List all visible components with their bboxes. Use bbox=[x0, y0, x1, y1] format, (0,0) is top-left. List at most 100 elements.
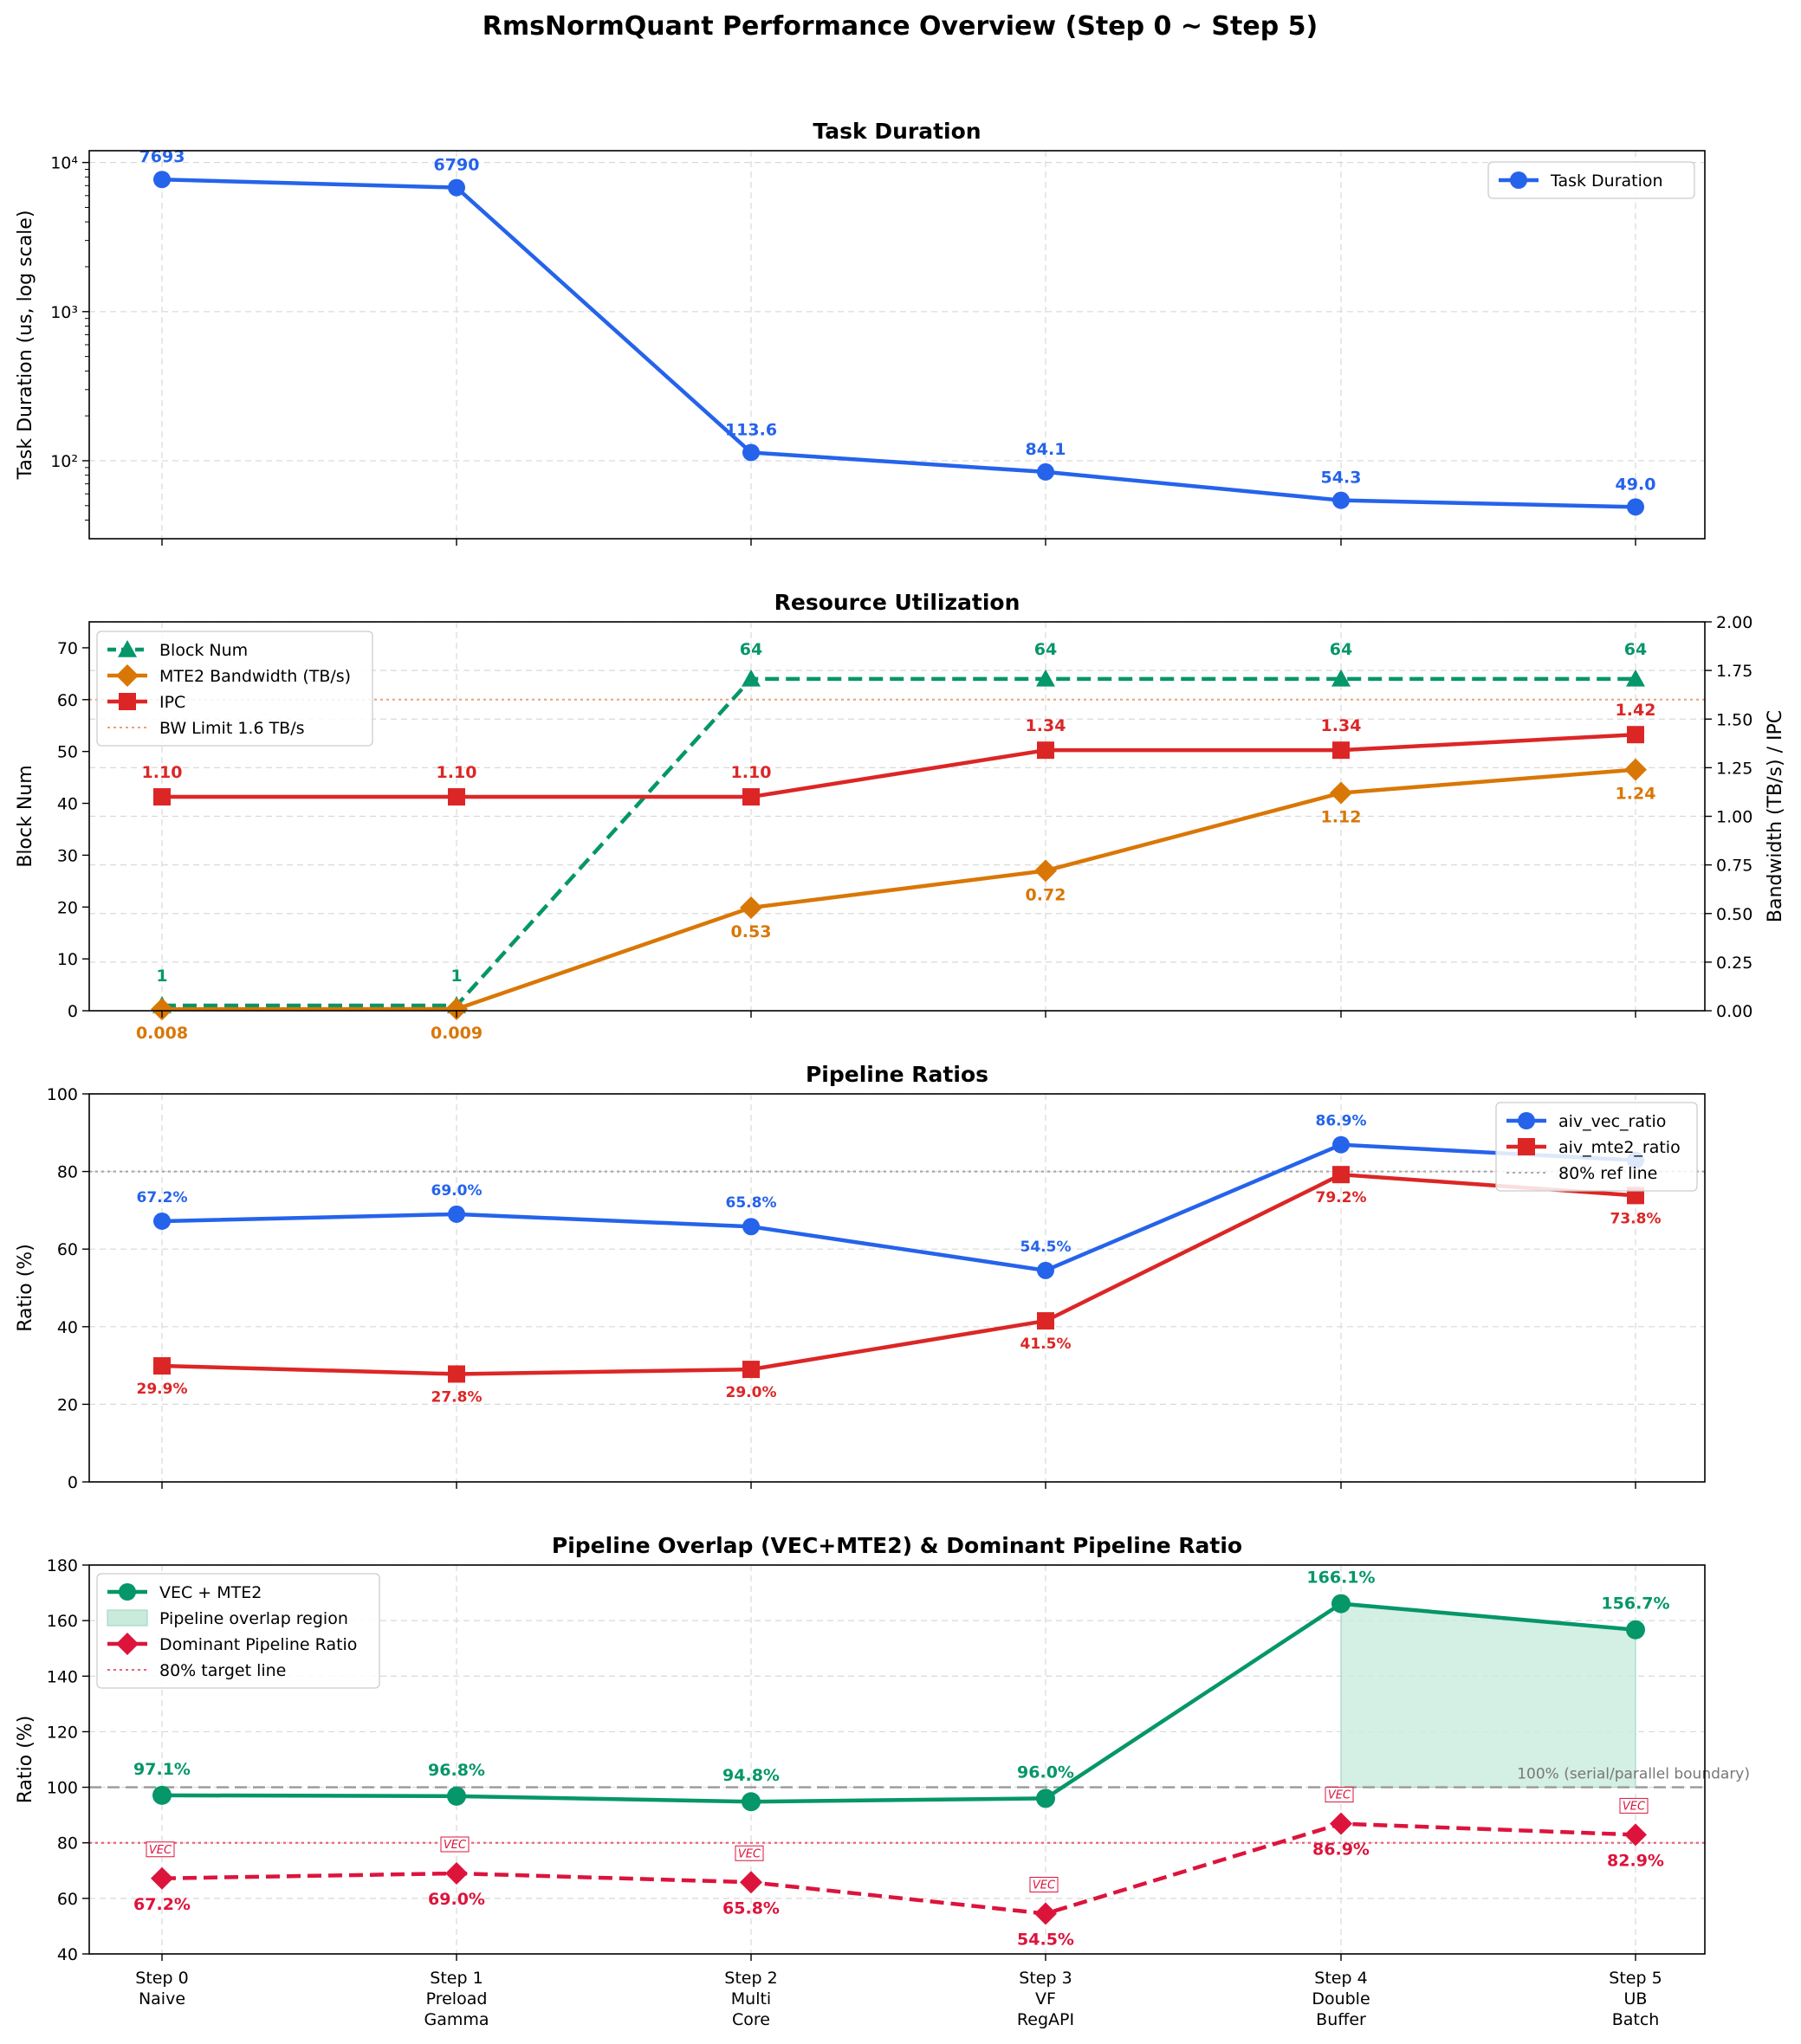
vec-plus-mte2-data-label: 96.0% bbox=[1017, 1763, 1074, 1782]
mte2-bandwidth-data-label: 0.008 bbox=[136, 1024, 188, 1043]
dominant-pipeline-data-label: 67.2% bbox=[133, 1895, 191, 1914]
y-tick-label: 80 bbox=[57, 1834, 78, 1853]
legend-swatch-marker bbox=[1518, 1138, 1535, 1155]
x-tick-label: Multi bbox=[731, 1989, 771, 2008]
chart-pipeline-overlap: 100% (serial/parallel boundary) 97.1% 96.8… bbox=[15, 1533, 1750, 2029]
task-duration-data-label: 113.6 bbox=[725, 420, 777, 439]
dominant-pipeline-data-label: 86.9% bbox=[1312, 1840, 1370, 1860]
vec-plus-mte2-data-label: 97.1% bbox=[133, 1760, 191, 1779]
y2-tick-label: 0.25 bbox=[1716, 954, 1752, 973]
dominant-pipeline-point bbox=[740, 1871, 762, 1894]
pipeline-tag-box bbox=[735, 1845, 764, 1861]
aiv-vec-ratio-data-label: 65.8% bbox=[726, 1194, 777, 1212]
aiv-vec-ratio-point bbox=[742, 1218, 760, 1236]
x-tick-label: Step 5 bbox=[1609, 1969, 1662, 1988]
y-tick-label: 10² bbox=[50, 452, 78, 471]
mte2-bandwidth-point bbox=[1624, 758, 1647, 781]
task-duration-point bbox=[1037, 462, 1054, 481]
block-num-point bbox=[1036, 669, 1055, 687]
pipeline-tag-label: VEC bbox=[1328, 1789, 1351, 1802]
ipc-data-label: 1.34 bbox=[1321, 716, 1362, 735]
y2-axis-label: Bandwidth (TB/s) / IPC bbox=[1765, 710, 1786, 922]
y-tick-label: 40 bbox=[57, 1318, 78, 1337]
chart-pipeline-ratios: 67.2% 69.0% 65.8% 54.5% 86.9% 29.9% 27.8% 29.0%… bbox=[15, 1062, 1706, 1492]
y-tick-label: 100 bbox=[47, 1779, 78, 1798]
y-tick-label: 30 bbox=[57, 846, 78, 865]
dominant-pipeline-data-label: 82.9% bbox=[1607, 1851, 1664, 1870]
pipeline-tag-box bbox=[1619, 1797, 1649, 1814]
legend-label: Pipeline overlap region bbox=[159, 1609, 348, 1628]
x-tick-label: Batch bbox=[1612, 2010, 1660, 2029]
x-tick-label: Gamma bbox=[424, 2010, 489, 2029]
y-tick-label: 100 bbox=[47, 1085, 78, 1104]
aiv-vec-ratio-point bbox=[153, 1212, 171, 1230]
y-tick-label: 60 bbox=[57, 1240, 78, 1259]
pipeline-tag-label: VEC bbox=[1033, 1879, 1056, 1892]
legend-label: 80% ref line bbox=[1558, 1164, 1657, 1183]
ipc-data-label: 1.10 bbox=[142, 763, 183, 782]
legend-label: aiv_vec_ratio bbox=[1558, 1112, 1666, 1131]
pipeline-overlap-region bbox=[1340, 1603, 1636, 1788]
y2-tick-label: 1.75 bbox=[1716, 662, 1752, 681]
vec-plus-mte2-data-label: 94.8% bbox=[722, 1766, 780, 1785]
legend-label: BW Limit 1.6 TB/s bbox=[159, 719, 305, 738]
ipc-data-label: 1.34 bbox=[1026, 716, 1066, 735]
y-tick-label: 40 bbox=[57, 795, 78, 814]
aiv-mte2-ratio-data-label: 73.8% bbox=[1610, 1210, 1662, 1227]
y-tick-label: 120 bbox=[47, 1723, 78, 1742]
plot-frame bbox=[88, 1093, 1706, 1483]
ipc-point bbox=[153, 788, 171, 806]
series-line-block-num bbox=[162, 676, 1636, 1008]
block-num-data-label: 64 bbox=[1624, 640, 1647, 659]
mte2-bandwidth-point bbox=[1330, 781, 1352, 805]
block-num-data-label: 64 bbox=[740, 640, 762, 659]
series-line-mte2-bandwidth bbox=[161, 767, 1636, 1012]
legend-label: VEC + MTE2 bbox=[159, 1583, 262, 1602]
aiv-vec-ratio-data-label: 67.2% bbox=[137, 1189, 188, 1206]
y-tick-label: 10 bbox=[57, 950, 78, 969]
x-tick-label: Naive bbox=[139, 1989, 185, 2008]
vec-plus-mte2-point bbox=[1626, 1620, 1645, 1640]
legend-swatch-marker bbox=[116, 664, 139, 687]
vec-plus-mte2-data-label: 156.7% bbox=[1601, 1594, 1669, 1614]
x-tick-label: Core bbox=[732, 2010, 770, 2029]
mte2-bandwidth-point bbox=[151, 998, 173, 1021]
ipc-point bbox=[1627, 726, 1644, 744]
y2-tick-label: 2.00 bbox=[1716, 613, 1752, 632]
figure-title: RmsNormQuant Performance Overview (Step … bbox=[483, 11, 1318, 42]
y-tick-label: 0 bbox=[68, 1002, 78, 1021]
x-tick-label: VF bbox=[1035, 1989, 1056, 2008]
x-tick-label: Double bbox=[1312, 1989, 1370, 2008]
plots-area: 7693 6790 113.6 84.1 54.3 49.0 Task Duration Ta… bbox=[15, 119, 1786, 2029]
task-duration-point bbox=[153, 171, 171, 189]
pipeline-tag-box bbox=[440, 1836, 470, 1853]
mte2-bandwidth-data-label: 0.009 bbox=[431, 1024, 483, 1043]
boundary-line-label: 100% (serial/parallel boundary) bbox=[1517, 1766, 1750, 1783]
vec-plus-mte2-point bbox=[152, 1785, 172, 1805]
vec-plus-mte2-point bbox=[1331, 1594, 1351, 1614]
y-tick-label: 40 bbox=[57, 1945, 78, 1964]
vec-plus-mte2-data-label: 166.1% bbox=[1306, 1569, 1375, 1588]
y-tick-label: 80 bbox=[57, 1163, 78, 1182]
legend-swatch-marker bbox=[119, 693, 136, 710]
x-tick-label: Preload bbox=[426, 1989, 488, 2008]
block-num-data-label: 1 bbox=[450, 967, 462, 986]
legend-swatch-marker bbox=[119, 1583, 136, 1601]
mte2-bandwidth-data-label: 0.53 bbox=[731, 922, 772, 941]
y-tick-label: 180 bbox=[47, 1556, 78, 1575]
legend-frame bbox=[96, 631, 373, 747]
task-duration-point bbox=[742, 443, 760, 462]
mte2-bandwidth-data-label: 1.24 bbox=[1616, 785, 1656, 804]
aiv-mte2-ratio-point bbox=[1037, 1312, 1054, 1330]
pipeline-tag-label: VEC bbox=[738, 1847, 761, 1860]
y-axis-label: Ratio (%) bbox=[15, 1716, 36, 1804]
aiv-mte2-ratio-data-label: 27.8% bbox=[431, 1388, 483, 1406]
chart-resource-utilization: 1 1 64 64 64 64 0.008 0.009 0.53 0.72 1.12 1.24 1.10… bbox=[15, 590, 1786, 1043]
block-num-point bbox=[742, 669, 761, 687]
task-duration-data-label: 7693 bbox=[139, 147, 185, 166]
legend-label: Task Duration bbox=[1550, 171, 1663, 191]
ipc-data-label: 1.10 bbox=[437, 763, 477, 782]
plot-frame bbox=[88, 150, 1706, 540]
y2-tick-label: 1.25 bbox=[1716, 759, 1752, 778]
